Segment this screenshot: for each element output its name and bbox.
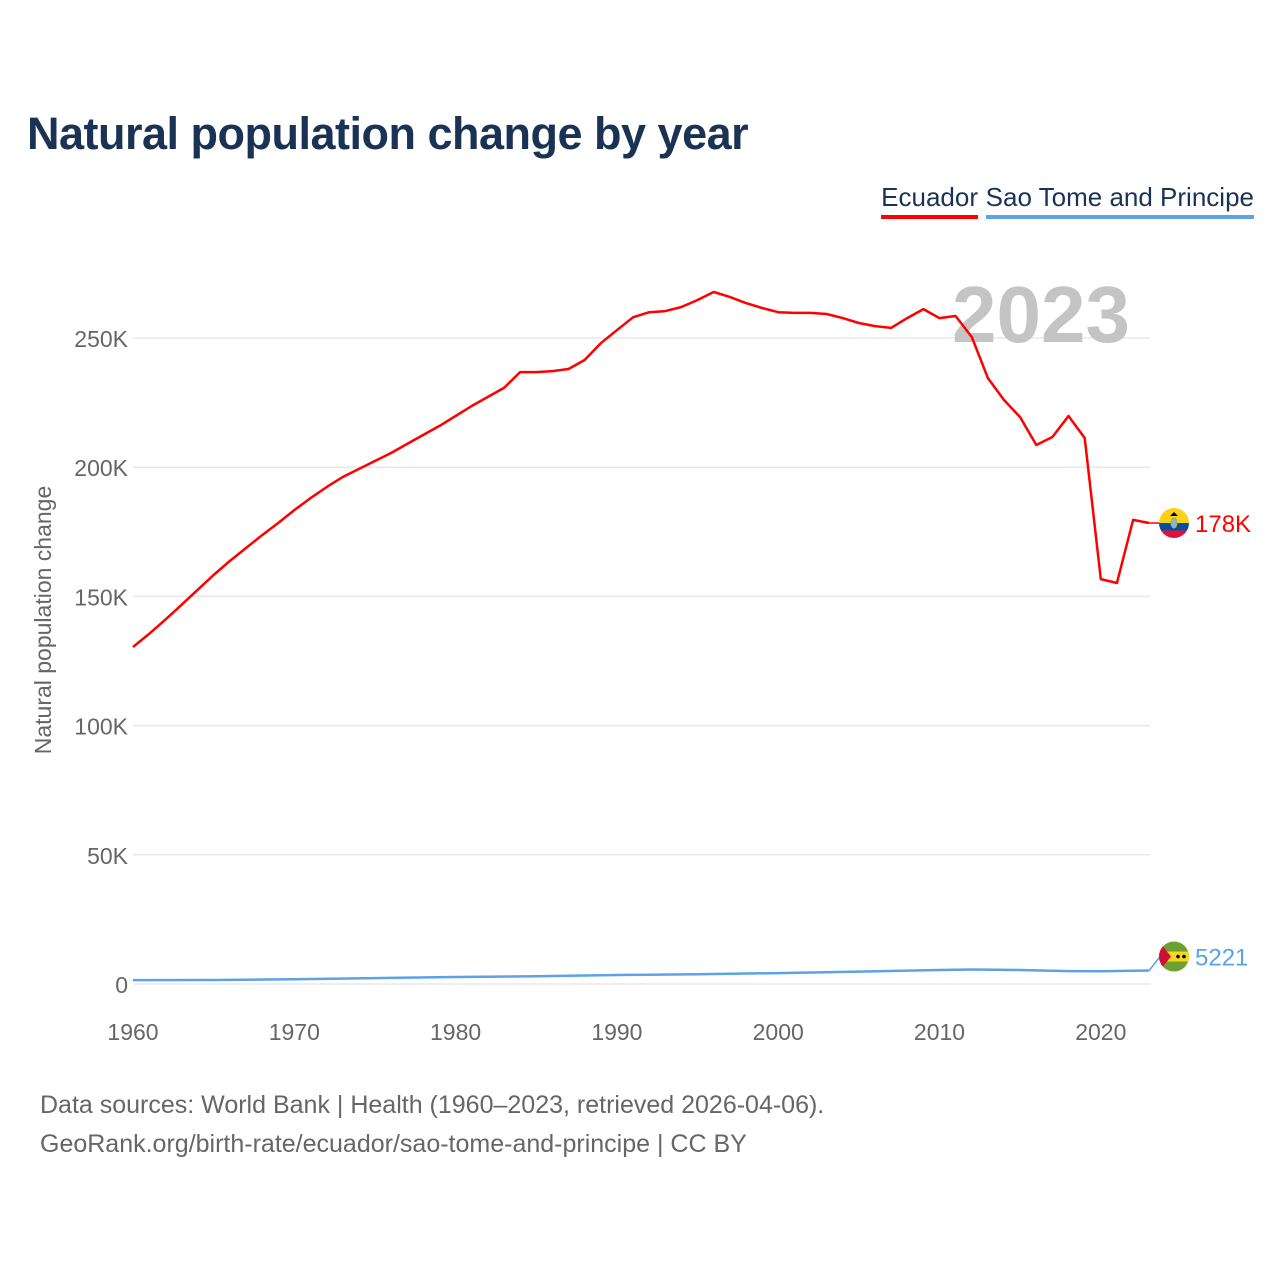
x-tick-label: 2020 (1075, 1019, 1126, 1045)
sao-tome-flag-icon (1159, 941, 1189, 972)
chart-title: Natural population change by year (27, 108, 749, 159)
legend-label: Sao Tome and Principe (985, 182, 1254, 212)
y-tick-label: 0 (115, 972, 128, 998)
x-tick-label: 2010 (914, 1019, 965, 1045)
end-value-label: 5221 (1195, 945, 1248, 972)
legend-label: Ecuador (881, 182, 978, 212)
legend-item-sao-tome[interactable]: Sao Tome and Principe (985, 182, 1254, 219)
y-tick-label: 50K (87, 843, 129, 869)
series-line-ecuador[interactable] (132, 290, 1150, 648)
x-tick-label: 2000 (753, 1019, 804, 1045)
y-tick-label: 150K (74, 584, 128, 610)
year-watermark: 2023 (952, 270, 1130, 359)
legend-item-ecuador[interactable]: Ecuador (881, 182, 978, 219)
series-line-sao-tome[interactable] (132, 968, 1150, 982)
x-tick-label: 1960 (107, 1019, 158, 1045)
y-tick-label: 100K (74, 714, 128, 740)
x-tick-label: 1980 (430, 1019, 481, 1045)
end-value-label: 178K (1195, 511, 1251, 538)
x-tick-label: 1990 (591, 1019, 642, 1045)
ecuador-flag-icon (1159, 508, 1189, 539)
leader-line (1148, 956, 1161, 971)
y-tick-label: 200K (74, 455, 128, 481)
y-axis-label: Natural population change (30, 486, 56, 755)
footer-link[interactable]: GeoRank.org/birth-rate/ecuador/sao-tome-… (40, 1130, 747, 1158)
footer-source: Data sources: World Bank | Health (1960–… (40, 1091, 825, 1119)
footer: Data sources: World Bank | Health (1960–… (40, 1086, 824, 1164)
x-tick-label: 1970 (269, 1019, 320, 1045)
y-tick-label: 250K (74, 326, 128, 352)
